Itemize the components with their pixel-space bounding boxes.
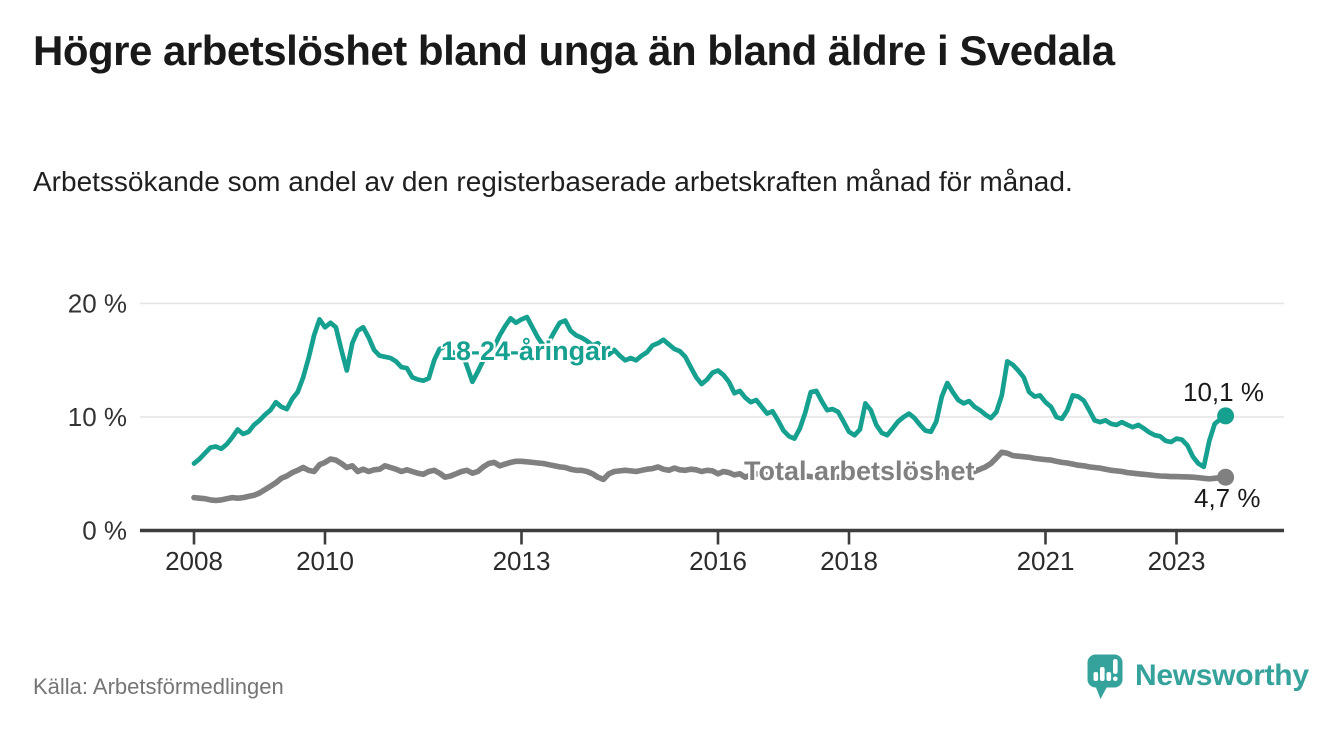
y-tick-label-20: 20 % — [68, 289, 127, 319]
end-value-total: 4,7 % — [1194, 483, 1261, 513]
axis-layer: 2008 2010 2013 2016 2018 2021 2023 — [140, 528, 1284, 576]
x-tick-label-2023: 2023 — [1148, 546, 1206, 576]
x-tick-label-2010: 2010 — [296, 546, 354, 576]
page-title: Högre arbetslöshet bland unga än bland ä… — [33, 27, 1115, 74]
x-tick-label-2018: 2018 — [820, 546, 878, 576]
logo-bar-medium — [1100, 667, 1105, 681]
gridline-layer: 0 % 10 % 20 % — [68, 289, 1284, 546]
logo-bar-small-2 — [1106, 672, 1112, 681]
end-value-young: 10,1 % — [1183, 377, 1264, 407]
newsworthy-wordmark: Newsworthy — [1135, 659, 1309, 692]
newsworthy-bubble-icon — [1087, 654, 1123, 699]
logo-bar-small — [1093, 672, 1099, 681]
x-tick-label-2016: 2016 — [689, 546, 747, 576]
series-label-total: Total arbetslöshet — [744, 456, 975, 486]
series-end-dot-0 — [1217, 407, 1235, 425]
series-line-1 — [191, 449, 1229, 504]
x-tick-label-2021: 2021 — [1017, 546, 1075, 576]
series-end-dot-1 — [1217, 468, 1235, 486]
series-label-young: 18-24-åringar — [441, 336, 611, 366]
series-layer — [191, 314, 1235, 504]
logo-bubble-tail — [1095, 685, 1108, 699]
x-tick-label-2013: 2013 — [493, 546, 551, 576]
logo-exclamation-dot — [1113, 676, 1118, 682]
y-tick-label-0: 0 % — [82, 516, 127, 546]
y-tick-label-10: 10 % — [68, 402, 127, 432]
newsworthy-logo: Newsworthy — [1086, 652, 1309, 700]
source-caption: Källa: Arbetsförmedlingen — [33, 674, 284, 699]
x-tick-label-2008: 2008 — [165, 546, 223, 576]
series-line-0 — [191, 314, 1228, 470]
chart-subtitle: Arbetssökande som andel av den registerb… — [33, 166, 1073, 197]
logo-exclamation-bar — [1113, 659, 1118, 674]
